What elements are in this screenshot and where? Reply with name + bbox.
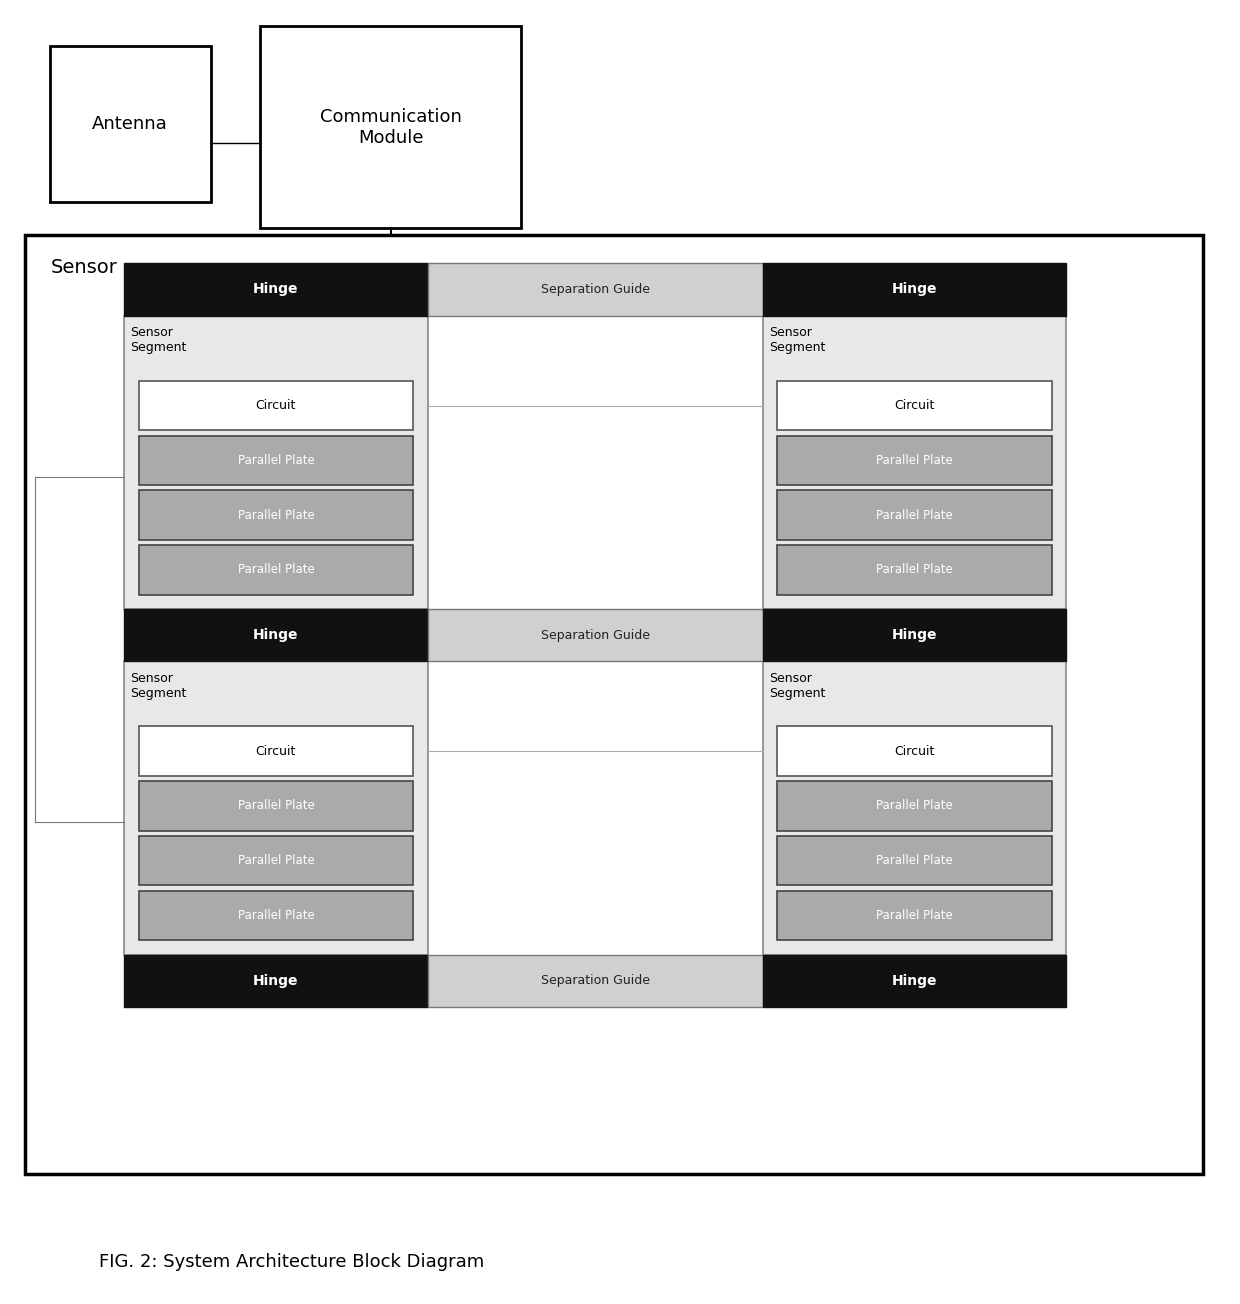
Text: Parallel Plate: Parallel Plate (238, 563, 314, 576)
FancyBboxPatch shape (139, 836, 413, 885)
Text: Hinge: Hinge (253, 629, 299, 642)
Text: Parallel Plate: Parallel Plate (238, 454, 314, 467)
FancyBboxPatch shape (777, 436, 1052, 485)
Text: Hinge: Hinge (892, 629, 937, 642)
FancyBboxPatch shape (139, 436, 413, 485)
FancyBboxPatch shape (777, 490, 1052, 540)
FancyBboxPatch shape (763, 955, 1066, 1007)
Text: Circuit: Circuit (255, 745, 296, 758)
FancyBboxPatch shape (763, 661, 1066, 955)
Text: Parallel Plate: Parallel Plate (238, 854, 314, 867)
Text: Circuit: Circuit (894, 399, 935, 412)
Text: Separation Guide: Separation Guide (541, 283, 650, 296)
Text: Hinge: Hinge (253, 283, 299, 296)
FancyBboxPatch shape (50, 46, 211, 202)
Text: Antenna: Antenna (92, 115, 169, 133)
FancyBboxPatch shape (260, 26, 521, 228)
Text: Parallel Plate: Parallel Plate (877, 509, 952, 522)
Text: Separation Guide: Separation Guide (541, 974, 650, 987)
FancyBboxPatch shape (124, 955, 428, 1007)
Text: Hinge: Hinge (892, 974, 937, 987)
FancyBboxPatch shape (139, 381, 413, 430)
Text: Separation Guide: Separation Guide (541, 629, 650, 642)
Text: Parallel Plate: Parallel Plate (238, 909, 314, 922)
FancyBboxPatch shape (139, 891, 413, 940)
Text: Parallel Plate: Parallel Plate (877, 854, 952, 867)
Text: Parallel Plate: Parallel Plate (877, 454, 952, 467)
Text: Sensor
Segment: Sensor Segment (769, 326, 825, 353)
Text: Circuit: Circuit (255, 399, 296, 412)
Text: Parallel Plate: Parallel Plate (238, 799, 314, 812)
FancyBboxPatch shape (139, 490, 413, 540)
FancyBboxPatch shape (139, 781, 413, 831)
FancyBboxPatch shape (124, 661, 428, 955)
FancyBboxPatch shape (777, 381, 1052, 430)
FancyBboxPatch shape (777, 836, 1052, 885)
FancyBboxPatch shape (777, 781, 1052, 831)
Text: Sensor
Segment: Sensor Segment (130, 672, 186, 699)
FancyBboxPatch shape (777, 891, 1052, 940)
Text: Communication
Module: Communication Module (320, 108, 461, 146)
FancyBboxPatch shape (763, 263, 1066, 316)
Text: Circuit: Circuit (894, 745, 935, 758)
Text: Sensor
Segment: Sensor Segment (130, 326, 186, 353)
FancyBboxPatch shape (428, 609, 763, 661)
FancyBboxPatch shape (763, 316, 1066, 609)
Text: Parallel Plate: Parallel Plate (877, 909, 952, 922)
FancyBboxPatch shape (139, 726, 413, 776)
FancyBboxPatch shape (428, 955, 763, 1007)
Text: Sensor
Segment: Sensor Segment (769, 672, 825, 699)
FancyBboxPatch shape (124, 316, 428, 609)
FancyBboxPatch shape (25, 235, 1203, 1174)
FancyBboxPatch shape (124, 263, 428, 316)
FancyBboxPatch shape (777, 545, 1052, 595)
FancyBboxPatch shape (777, 726, 1052, 776)
Text: Parallel Plate: Parallel Plate (238, 509, 314, 522)
FancyBboxPatch shape (428, 263, 763, 316)
Text: Hinge: Hinge (892, 283, 937, 296)
FancyBboxPatch shape (139, 545, 413, 595)
FancyBboxPatch shape (763, 609, 1066, 661)
Text: Hinge: Hinge (253, 974, 299, 987)
Text: Parallel Plate: Parallel Plate (877, 799, 952, 812)
FancyBboxPatch shape (124, 609, 428, 661)
Text: Parallel Plate: Parallel Plate (877, 563, 952, 576)
Text: FIG. 2: System Architecture Block Diagram: FIG. 2: System Architecture Block Diagra… (99, 1253, 485, 1271)
Text: Sensor: Sensor (51, 258, 118, 278)
